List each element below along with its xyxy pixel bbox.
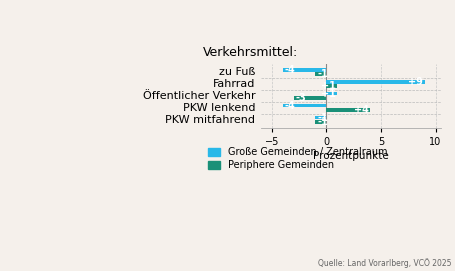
Bar bbox=[315, 120, 326, 124]
Text: -3: -3 bbox=[294, 93, 305, 103]
Text: -1: -1 bbox=[316, 69, 327, 79]
Text: +9: +9 bbox=[407, 77, 422, 87]
Bar bbox=[282, 68, 326, 72]
Text: -1: -1 bbox=[316, 117, 327, 127]
Bar bbox=[326, 92, 337, 95]
Bar bbox=[315, 116, 326, 119]
Text: Verkehrsmittel:: Verkehrsmittel: bbox=[203, 46, 298, 59]
Bar bbox=[293, 96, 326, 100]
Text: -4: -4 bbox=[284, 65, 294, 75]
Bar bbox=[326, 84, 337, 88]
Bar bbox=[282, 104, 326, 107]
Text: +1: +1 bbox=[320, 81, 335, 91]
Bar bbox=[315, 72, 326, 76]
Text: Quelle: Land Vorarlberg, VCÖ 2025: Quelle: Land Vorarlberg, VCÖ 2025 bbox=[317, 259, 450, 268]
Text: +4: +4 bbox=[353, 105, 368, 115]
X-axis label: Prozentpunkte: Prozentpunkte bbox=[313, 151, 388, 161]
Legend: Große Gemeinden / Zentralraum, Periphere Gemeinden: Große Gemeinden / Zentralraum, Periphere… bbox=[207, 147, 386, 170]
Text: +1: +1 bbox=[320, 89, 335, 99]
Text: -4: -4 bbox=[284, 101, 294, 111]
Bar bbox=[326, 108, 369, 112]
Text: -1: -1 bbox=[316, 113, 327, 123]
Bar bbox=[326, 80, 424, 83]
